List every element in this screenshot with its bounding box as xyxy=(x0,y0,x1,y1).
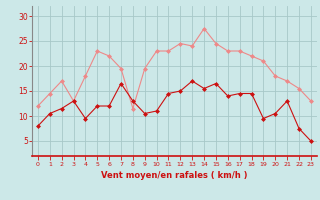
X-axis label: Vent moyen/en rafales ( km/h ): Vent moyen/en rafales ( km/h ) xyxy=(101,171,248,180)
